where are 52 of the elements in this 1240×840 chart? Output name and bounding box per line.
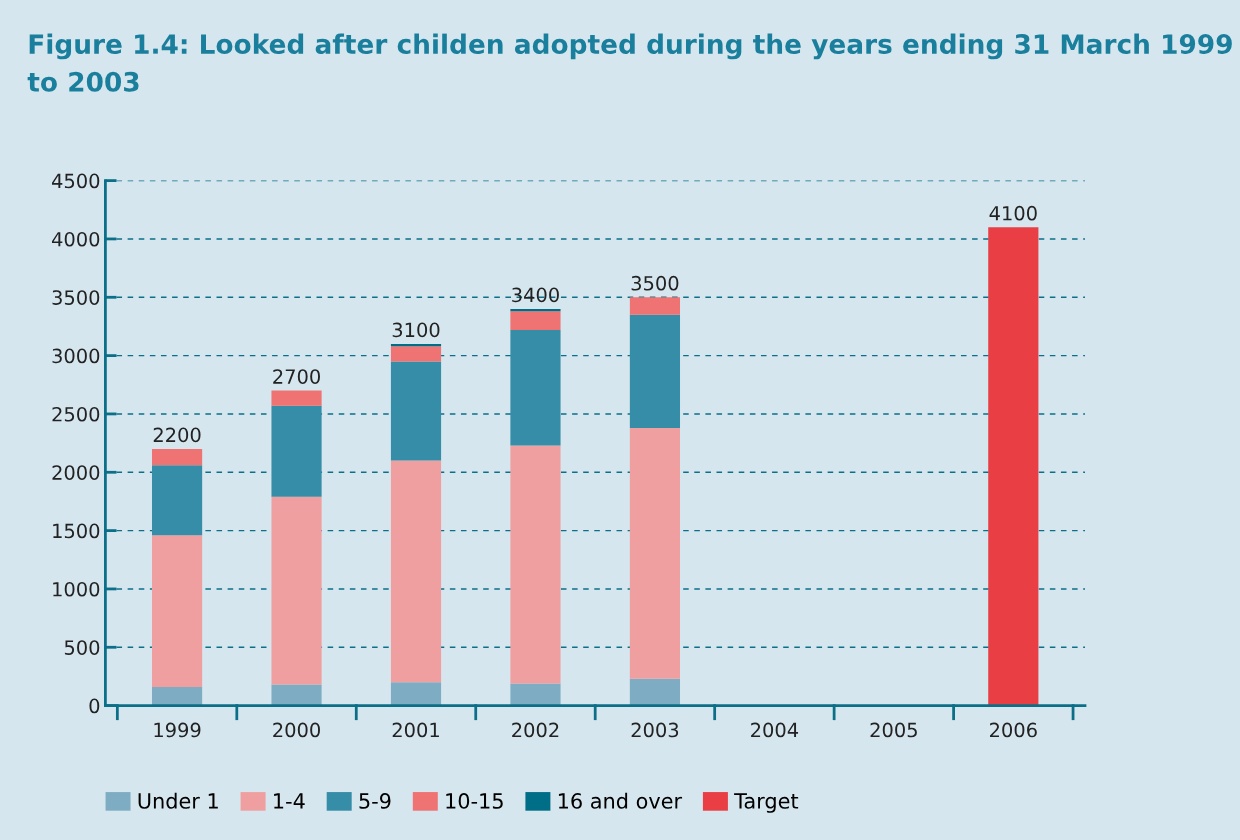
x-tick-label: 2005 <box>870 722 917 738</box>
total-label: 4100 <box>989 205 1037 221</box>
bar <box>151 448 203 466</box>
x-tick-label: 2001 <box>392 722 439 738</box>
bar <box>629 297 681 315</box>
bar <box>629 678 681 706</box>
bar <box>390 460 442 683</box>
bar <box>271 390 322 406</box>
x-tick-label: 1999 <box>154 722 201 738</box>
legend-label: 5-9 <box>359 793 391 809</box>
bar <box>271 405 322 497</box>
chart-title: Figure 1.4: Looked after childen adopted during the years ending 31 March 1999 to 2003 <box>27 33 1232 92</box>
y-tick-label: 2000 <box>52 465 100 480</box>
bar <box>271 684 322 706</box>
x-tick-label: 2002 <box>512 722 559 738</box>
bar <box>151 465 203 536</box>
bar <box>390 682 442 706</box>
x-tick-label: 2006 <box>990 722 1037 738</box>
bar <box>510 683 561 706</box>
bar <box>510 311 561 330</box>
x-tick-label: 2004 <box>751 722 799 738</box>
bar <box>390 361 442 461</box>
legend-label: 16 and over <box>558 792 683 809</box>
x-tick-label: 2000 <box>273 722 320 738</box>
y-tick-label: 3500 <box>52 290 100 305</box>
y-tick-label: 1500 <box>53 523 100 539</box>
legend-label: 1-4 <box>274 793 305 809</box>
total-label: 2700 <box>273 369 320 384</box>
bar <box>271 496 322 685</box>
y-tick-label: 1000 <box>53 581 100 597</box>
total-label: 3500 <box>631 275 679 291</box>
total-label: 2200 <box>153 427 201 443</box>
legend-label: Under 1 <box>138 792 218 809</box>
total-label: 3400 <box>512 287 559 303</box>
bar <box>988 227 1039 706</box>
bar <box>390 346 442 362</box>
bar <box>151 535 203 687</box>
legend-label: 10-15 <box>446 793 503 809</box>
x-tick-label: 2003 <box>631 722 679 738</box>
legend-label: Target <box>734 793 799 813</box>
bar <box>629 427 681 679</box>
y-tick-label: 4000 <box>52 231 100 247</box>
bar <box>510 445 561 684</box>
y-tick-label: 500 <box>64 640 100 655</box>
y-tick-label: 4500 <box>52 173 100 189</box>
y-tick-label: 2500 <box>52 406 100 422</box>
bar <box>151 686 203 706</box>
bar <box>510 329 561 446</box>
total-label: 3100 <box>392 322 440 338</box>
y-tick-label: 0 <box>89 698 100 714</box>
y-tick-label: 3000 <box>52 348 100 364</box>
bar <box>629 314 681 428</box>
